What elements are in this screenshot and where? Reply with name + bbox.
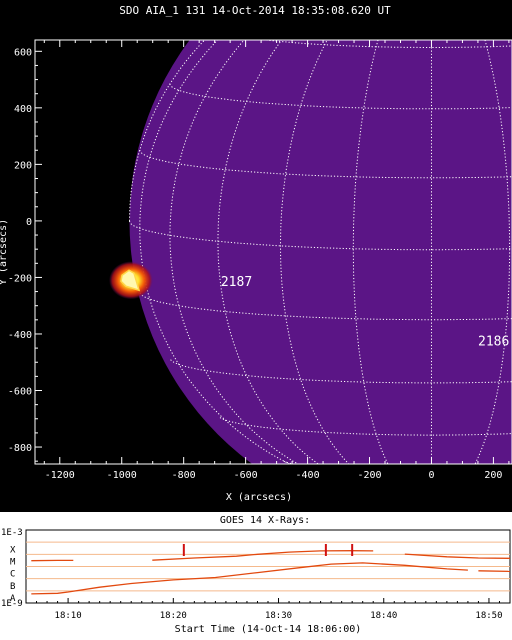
y-axis-label: Y (arcsecs) bbox=[0, 219, 9, 285]
latitude-line bbox=[139, 149, 512, 179]
latitude-line bbox=[219, 417, 512, 436]
x-tick-label: -200 bbox=[357, 470, 381, 481]
y-tick-label: 0 bbox=[26, 217, 32, 228]
goes-title: GOES 14 X-Rays: bbox=[220, 515, 310, 526]
x-tick-label: -800 bbox=[172, 470, 196, 481]
class-label-M: M bbox=[10, 557, 16, 567]
goes-x-tick-label: 18:20 bbox=[160, 611, 187, 621]
class-label-B: B bbox=[10, 582, 15, 592]
goes-series-0 bbox=[404, 553, 511, 559]
y-tick-label: -200 bbox=[8, 273, 32, 284]
flare-core bbox=[120, 269, 141, 292]
goes-x-tick-label: 18:30 bbox=[265, 611, 292, 621]
longitude-line bbox=[169, 40, 300, 464]
y-tick-label: 400 bbox=[14, 104, 32, 115]
x-tick-label: 200 bbox=[484, 470, 502, 481]
longitude-line bbox=[474, 40, 511, 464]
latitude-line bbox=[170, 359, 512, 384]
y-tick-label: -800 bbox=[8, 443, 32, 454]
y-tick-label: 600 bbox=[14, 47, 32, 58]
x-tick-label: 0 bbox=[428, 470, 434, 481]
goes-series-1 bbox=[478, 570, 511, 573]
region-label-2187: 2187 bbox=[221, 275, 252, 290]
latitude-line bbox=[360, 489, 503, 493]
x-axis-label: X (arcsecs) bbox=[226, 492, 292, 503]
x-tick-label: -1200 bbox=[45, 470, 75, 481]
y-tick-label: 200 bbox=[14, 160, 32, 171]
goes-x-tick-label: 18:50 bbox=[475, 611, 502, 621]
x-tick-label: -400 bbox=[296, 470, 320, 481]
longitude-line bbox=[352, 40, 389, 464]
goes-x-axis-label: Start Time (14-Oct-14 18:06:00) bbox=[175, 624, 362, 635]
goes-y-bottom-label: 1E-9 bbox=[1, 599, 23, 609]
aia-image-panel: SDO AIA_1 131 14-Oct-2014 18:35:08.620 U… bbox=[0, 4, 512, 503]
y-tick-label: -600 bbox=[8, 387, 32, 398]
goes-x-tick-label: 18:40 bbox=[370, 611, 397, 621]
goes-series-1 bbox=[31, 562, 468, 595]
axes: -1200 -1000 -800 -600 -400 -200 0 200 -800 -600 -4… bbox=[8, 40, 510, 481]
x-tick-label: -600 bbox=[234, 470, 258, 481]
class-label-X: X bbox=[10, 545, 16, 555]
goes-x-tick-label: 18:10 bbox=[55, 611, 82, 621]
class-label-C: C bbox=[10, 570, 15, 580]
class-label-A: A bbox=[10, 594, 16, 604]
y-tick-label: -400 bbox=[8, 330, 32, 341]
x-tick-label: -1000 bbox=[107, 470, 137, 481]
heliographic-grid bbox=[129, 40, 512, 493]
longitude-line bbox=[279, 40, 350, 464]
plot-frame bbox=[34, 39, 512, 465]
goes-series-0 bbox=[152, 550, 374, 561]
image-title: SDO AIA_1 131 14-Oct-2014 18:35:08.620 U… bbox=[119, 4, 391, 17]
solar-disk bbox=[129, 40, 512, 464]
region-label-2186: 2186 bbox=[478, 334, 509, 349]
goes-y-top-label: 1E-3 bbox=[1, 528, 23, 538]
